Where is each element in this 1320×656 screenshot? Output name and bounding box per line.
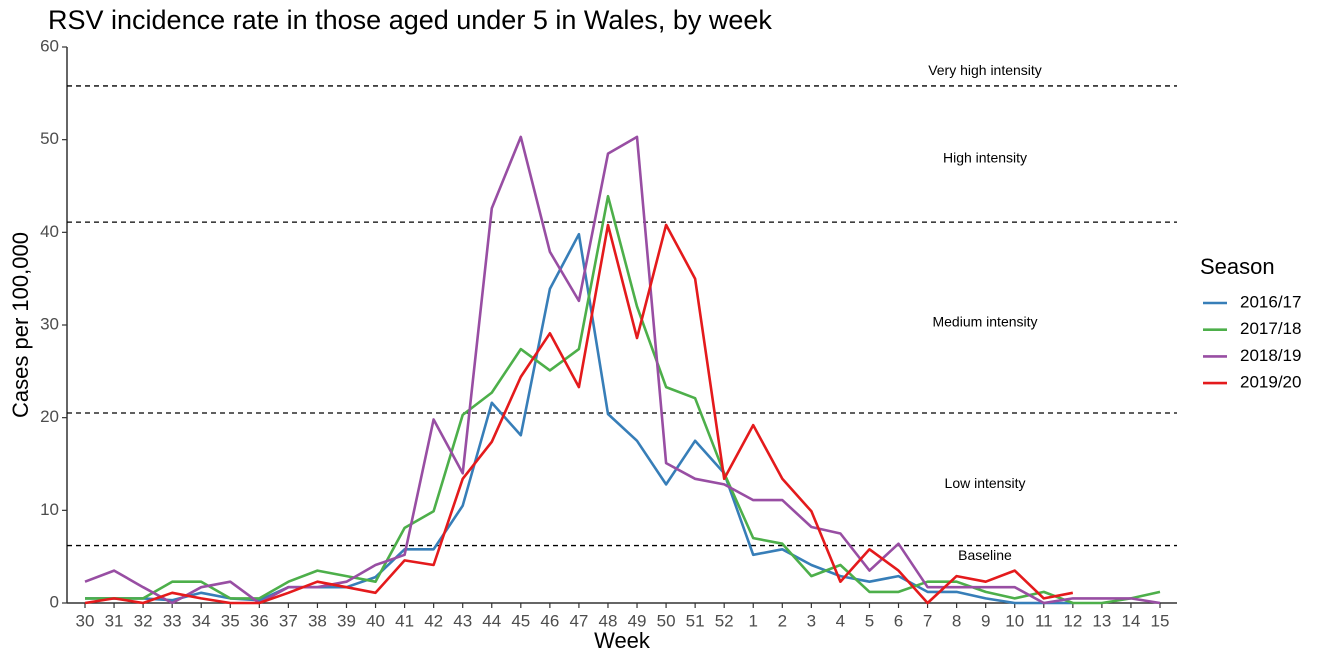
y-tick-label: 50	[40, 129, 59, 148]
x-tick-label: 40	[366, 611, 385, 630]
x-tick-label: 43	[453, 611, 472, 630]
series-line	[84, 223, 1074, 605]
x-tick-label: 37	[279, 611, 298, 630]
x-tick-label: 42	[424, 611, 443, 630]
x-tick-label: 32	[134, 611, 153, 630]
legend-label: 2016/17	[1240, 292, 1301, 311]
x-axis-label: Week	[594, 628, 651, 653]
y-tick-label: 40	[40, 222, 59, 241]
band-label: High intensity	[943, 150, 1027, 166]
band-label: Low intensity	[945, 475, 1026, 491]
x-tick-label: 14	[1121, 611, 1140, 630]
x-tick-label: 34	[192, 611, 211, 630]
x-tick-label: 1	[749, 611, 758, 630]
band-label: Medium intensity	[932, 313, 1037, 329]
series-line	[85, 232, 1073, 605]
x-tick-label: 5	[865, 611, 874, 630]
y-tick-label: 60	[40, 36, 59, 55]
x-tick-label: 7	[923, 611, 932, 630]
x-tick-label: 4	[836, 611, 845, 630]
x-tick-label: 9	[981, 611, 990, 630]
y-tick-label: 20	[40, 407, 59, 426]
series-line	[85, 194, 1161, 605]
chart-title: RSV incidence rate in those aged under 5…	[48, 5, 772, 35]
x-tick-label: 2	[778, 611, 787, 630]
band-label: Baseline	[958, 547, 1012, 563]
x-tick-label: 50	[657, 611, 676, 630]
x-tick-label: 3	[807, 611, 816, 630]
x-tick-label: 10	[1005, 611, 1024, 630]
series-line	[84, 135, 1161, 605]
x-tick-label: 30	[76, 611, 95, 630]
x-tick-label: 33	[163, 611, 182, 630]
x-tick-label: 15	[1151, 611, 1170, 630]
x-tick-label: 45	[511, 611, 530, 630]
x-tick-label: 51	[686, 611, 705, 630]
x-tick-label: 44	[482, 611, 501, 630]
x-tick-label: 46	[540, 611, 559, 630]
x-tick-label: 41	[395, 611, 414, 630]
y-tick-label: 30	[40, 314, 59, 333]
x-tick-label: 13	[1092, 611, 1111, 630]
x-tick-label: 6	[894, 611, 903, 630]
x-tick-label: 31	[105, 611, 124, 630]
x-tick-label: 47	[569, 611, 588, 630]
band-label: Very high intensity	[928, 62, 1042, 78]
legend-label: 2018/19	[1240, 346, 1301, 365]
legend-label: 2019/20	[1240, 373, 1301, 392]
y-axis-label: Cases per 100,000	[8, 232, 33, 418]
x-tick-label: 48	[599, 611, 618, 630]
x-tick-label: 12	[1063, 611, 1082, 630]
y-tick-label: 0	[50, 592, 59, 611]
x-tick-label: 49	[628, 611, 647, 630]
y-tick-label: 10	[40, 500, 59, 519]
legend-title: Season	[1200, 254, 1275, 279]
x-tick-label: 8	[952, 611, 961, 630]
x-tick-label: 38	[308, 611, 327, 630]
x-tick-label: 11	[1035, 611, 1053, 630]
legend-label: 2017/18	[1240, 319, 1301, 338]
x-tick-label: 36	[250, 611, 269, 630]
x-tick-label: 52	[715, 611, 734, 630]
x-tick-label: 35	[221, 611, 240, 630]
x-tick-label: 39	[337, 611, 356, 630]
